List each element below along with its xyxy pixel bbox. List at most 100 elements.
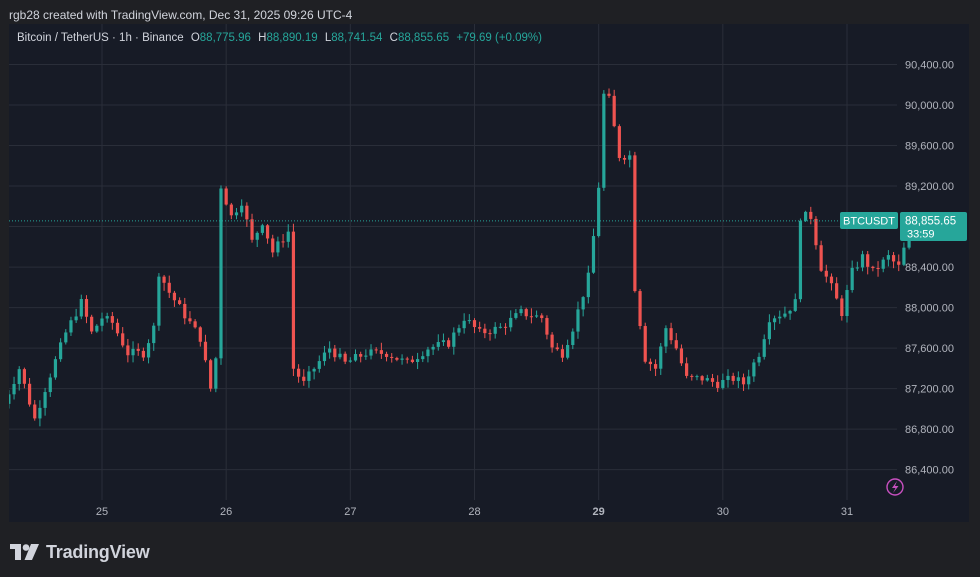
y-tick-label: 87,200.00 [905,384,954,396]
candle [555,342,559,351]
candle [788,309,792,320]
candle [152,322,156,351]
candle [467,314,471,324]
candle [105,312,109,323]
candle [353,349,358,362]
candle [824,264,828,283]
price-chart[interactable]: 86,400.00 86,800.00 87,200.00 87,600.00 88,0… [9,24,969,522]
chart-caption: rgb28 created with TradingView.com, Dec … [9,8,353,22]
candle [240,199,244,217]
candle [638,289,642,330]
lightning-icon[interactable] [886,478,904,496]
legend-low-label: L [324,32,332,44]
candle [457,324,461,336]
candle [84,295,89,324]
candle [478,321,482,333]
candle [131,341,135,363]
candle [731,372,735,385]
candle [410,355,415,364]
candle [669,322,673,345]
candle [643,322,647,364]
candle [710,373,715,387]
candle [902,242,906,267]
candle [441,333,446,346]
candle [348,357,352,363]
candle [648,358,653,371]
candle [302,369,306,386]
y-tick-label: 90,400.00 [905,60,954,72]
candle [804,210,808,222]
candle [110,311,114,330]
candle [333,344,337,362]
candle [296,364,301,383]
tradingview-logo[interactable]: TradingView [10,540,150,564]
candle [250,213,254,243]
legend-open-label: O [190,32,200,44]
candle [845,284,849,323]
price-tag-last: 88,855.65 33:59 [900,212,967,241]
legend-open-value: 88,775.96 [199,32,251,44]
candle [265,224,270,244]
candle [674,333,678,351]
candle [545,315,549,340]
candle [860,250,865,272]
chart-frame[interactable]: 86,400.00 86,800.00 87,200.00 87,600.00 88,0… [9,24,969,522]
candle [224,186,228,206]
candle [726,369,730,388]
candle [209,358,213,392]
candle [503,323,508,335]
candle [27,378,32,407]
candle [48,373,52,397]
candle [100,312,104,332]
candle [793,293,797,312]
candle [141,347,145,362]
y-tick-label: 88,000.00 [905,303,954,315]
candle [835,277,839,300]
candle [483,323,487,339]
candle [431,344,435,355]
chart-legend: Bitcoin / TetherUS · 1h · Binance O88,77… [17,32,542,44]
candle [17,366,21,391]
candle [79,294,83,320]
candle [426,346,430,363]
candle [653,359,658,377]
candle [498,323,502,329]
candle [271,234,275,258]
candle [881,257,885,273]
candle [586,265,590,304]
candle [886,250,890,267]
y-tick-label: 87,600.00 [905,343,954,355]
candle [126,338,130,363]
candle [736,371,740,389]
candle [343,351,347,365]
candle [550,332,554,353]
candle [12,376,16,400]
candle [9,390,11,409]
candle [53,356,58,380]
candle [115,318,120,337]
candle [193,319,197,329]
legend-symbol: Bitcoin / TetherUS · 1h · Binance [17,32,184,44]
candle [121,327,125,348]
candle [219,185,223,365]
candle [379,342,383,359]
candle [829,273,834,291]
candle [633,151,637,293]
candle [260,223,264,236]
candle [312,367,316,380]
candle [203,334,208,363]
candle [721,373,725,390]
x-tick-label: 27 [344,506,356,518]
candle-series [9,88,927,427]
candle [534,310,539,318]
x-tick-label: 31 [841,506,853,518]
candle [400,354,404,365]
candle [891,251,896,269]
candle [90,314,94,335]
candle [576,301,580,339]
candle [659,342,663,375]
candle [612,89,616,128]
candle [95,324,99,333]
candle [524,307,528,320]
candle [74,308,78,323]
